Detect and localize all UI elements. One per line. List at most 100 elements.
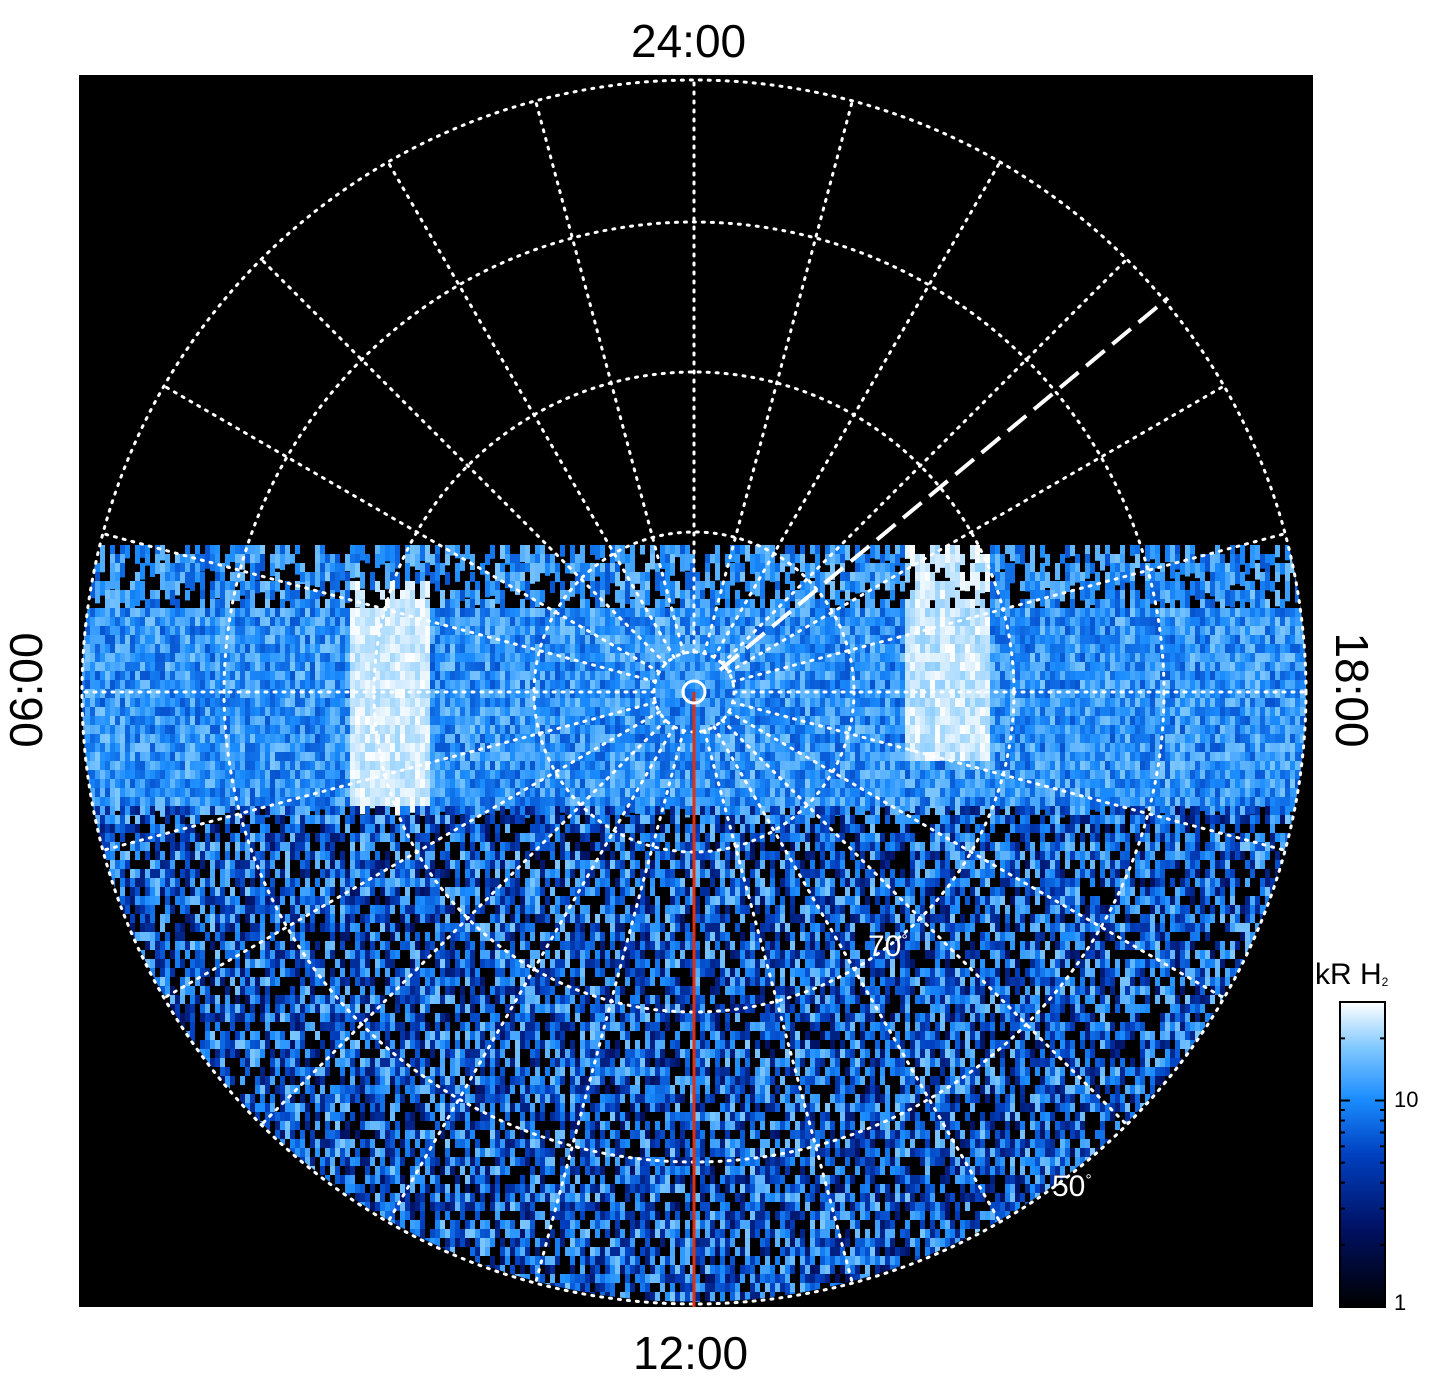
emission-cell — [515, 716, 520, 727]
emission-cell — [110, 689, 115, 699]
emission-cell — [1000, 554, 1005, 570]
emission-cell — [485, 671, 490, 681]
emission-cell — [980, 581, 985, 594]
emission-cell — [665, 698, 670, 708]
emission-cell — [255, 581, 260, 594]
emission-cell — [390, 671, 395, 681]
emission-cell — [630, 581, 635, 597]
emission-cell — [1165, 608, 1170, 618]
emission-cell — [405, 743, 410, 753]
emission-cell — [380, 734, 385, 745]
emission-cell — [1200, 698, 1205, 708]
emission-cell — [550, 752, 555, 762]
emission-cell — [630, 554, 635, 573]
emission-cell — [335, 752, 340, 763]
emission-cell — [1125, 680, 1130, 690]
emission-cell — [1060, 653, 1065, 663]
emission-cell — [910, 653, 915, 663]
emission-cell — [1150, 635, 1155, 646]
emission-cell — [485, 554, 490, 565]
emission-cell — [90, 698, 95, 709]
emission-cell — [530, 554, 535, 564]
emission-cell — [935, 590, 940, 609]
emission-cell — [475, 617, 480, 627]
emission-cell — [625, 608, 630, 618]
emission-cell — [615, 698, 620, 709]
emission-cell — [285, 725, 290, 735]
emission-cell — [435, 743, 440, 753]
emission-cell — [340, 563, 345, 581]
emission-cell — [770, 563, 775, 583]
emission-cell — [1290, 608, 1295, 618]
emission-cell — [170, 590, 175, 606]
emission-cell — [850, 581, 855, 593]
emission-cell — [305, 689, 310, 699]
emission-cell — [155, 698, 160, 708]
emission-cell — [115, 590, 120, 611]
emission-cell — [845, 590, 850, 601]
emission-cell — [900, 581, 905, 592]
emission-cell — [220, 608, 225, 618]
emission-cell — [355, 563, 360, 578]
emission-cell — [840, 599, 845, 609]
emission-cell — [790, 734, 795, 745]
emission-cell — [1240, 617, 1245, 628]
emission-cell — [700, 581, 705, 591]
emission-cell — [110, 599, 115, 609]
emission-cell — [345, 734, 350, 744]
emission-cell — [1235, 590, 1240, 602]
emission-cell — [375, 581, 380, 593]
emission-cell — [725, 608, 730, 618]
emission-cell — [270, 662, 275, 672]
emission-cell — [1155, 716, 1160, 727]
emission-cell — [430, 671, 435, 682]
emission-cell — [1225, 590, 1230, 607]
emission-cell — [795, 734, 800, 744]
emission-cell — [840, 689, 845, 699]
emission-cell — [665, 563, 670, 584]
emission-cell — [965, 680, 970, 690]
emission-cell — [870, 680, 875, 690]
emission-cell — [900, 599, 905, 609]
emission-cell — [225, 590, 230, 611]
emission-cell — [1200, 653, 1205, 663]
emission-cell — [760, 563, 765, 584]
emission-cell — [880, 563, 885, 584]
emission-cell — [1130, 707, 1135, 718]
emission-cell — [125, 644, 130, 654]
emission-cell — [1155, 662, 1160, 672]
emission-cell — [380, 680, 385, 690]
emission-cell — [905, 563, 910, 583]
emission-cell — [105, 734, 110, 745]
emission-cell — [120, 590, 125, 604]
emission-cell — [385, 626, 390, 637]
emission-cell — [780, 698, 785, 708]
emission-cell — [1235, 743, 1240, 753]
emission-cell — [100, 581, 105, 596]
emission-cell — [155, 599, 160, 610]
emission-cell — [1085, 563, 1090, 579]
emission-cell — [795, 635, 800, 645]
emission-cell — [615, 572, 620, 587]
emission-cell — [1250, 707, 1255, 717]
emission-cell — [1050, 617, 1055, 628]
emission-cell — [365, 653, 370, 664]
emission-cell — [180, 572, 185, 584]
emission-cell — [735, 572, 740, 583]
emission-cell — [1255, 563, 1260, 580]
emission-cell — [460, 743, 465, 753]
emission-cell — [855, 680, 860, 691]
emission-cell — [1245, 716, 1250, 727]
emission-cell — [1000, 680, 1005, 690]
emission-cell — [900, 545, 905, 558]
emission-cell — [420, 545, 425, 561]
emission-cell — [1060, 581, 1065, 602]
emission-cell — [160, 572, 165, 591]
emission-cell — [975, 743, 980, 754]
emission-cell — [1140, 707, 1145, 717]
emission-cell — [865, 572, 870, 583]
emission-cell — [175, 581, 180, 596]
emission-cell — [1085, 734, 1090, 745]
emission-cell — [845, 545, 850, 561]
emission-cell — [585, 608, 590, 618]
